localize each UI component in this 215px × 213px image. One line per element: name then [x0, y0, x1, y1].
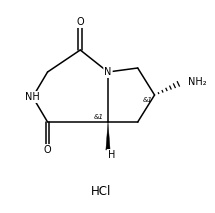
Text: H: H	[108, 150, 115, 160]
Text: &1: &1	[93, 114, 103, 120]
Text: HCl: HCl	[91, 185, 111, 198]
Text: N: N	[104, 67, 112, 77]
Polygon shape	[106, 122, 110, 150]
Text: NH: NH	[25, 92, 40, 102]
Text: &1: &1	[143, 97, 153, 103]
Text: O: O	[77, 17, 84, 27]
Text: NH₂: NH₂	[188, 77, 206, 87]
Text: O: O	[44, 145, 51, 155]
